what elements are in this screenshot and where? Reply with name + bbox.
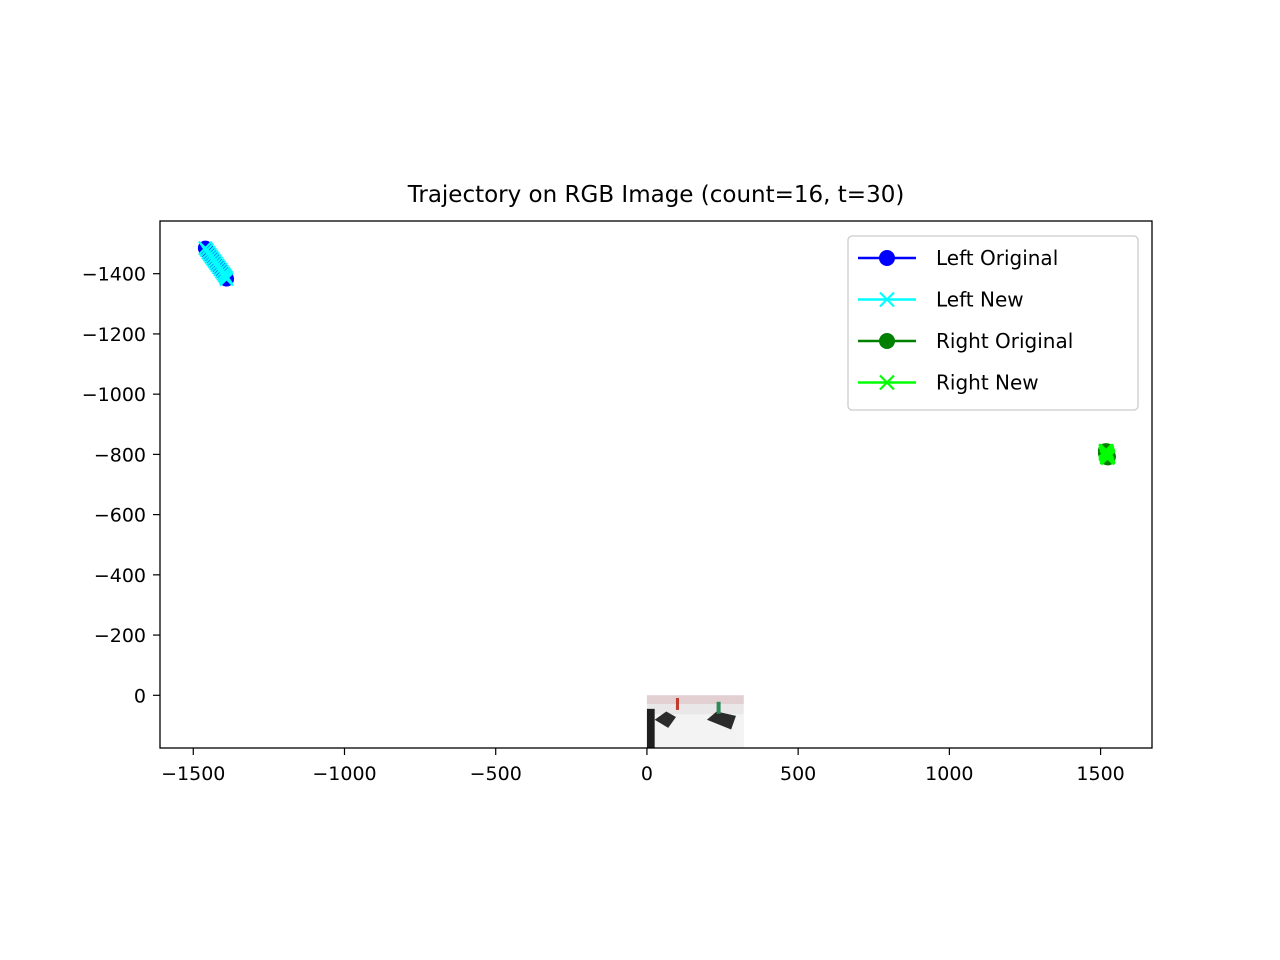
series-right-new <box>1098 443 1116 466</box>
legend-entry: Right Original <box>858 329 1073 353</box>
y-tick-label: −800 <box>94 444 146 466</box>
data-point <box>1099 450 1114 465</box>
plot-frame <box>159 220 1153 749</box>
x-tick-label: −1000 <box>312 763 376 785</box>
legend-marker <box>879 250 895 266</box>
x-tick-label: 1000 <box>925 763 973 785</box>
legend-box <box>847 235 1139 411</box>
legend-label: Right Original <box>936 329 1073 353</box>
legend-entry: Right New <box>858 371 1039 395</box>
y-tick-label: −400 <box>94 565 146 587</box>
data-point <box>1099 445 1115 460</box>
image-left-post <box>646 708 655 748</box>
y-tick-label: −1000 <box>82 384 146 406</box>
x-tick-label: 0 <box>641 763 653 785</box>
data-point <box>219 271 234 287</box>
x-tick-label: 1500 <box>1076 763 1124 785</box>
rgb-image <box>646 695 744 748</box>
y-tick-label: −600 <box>94 505 146 527</box>
chart-title: Trajectory on RGB Image (count=16, t=30) <box>407 182 905 208</box>
x-tick-label: −1500 <box>161 763 225 785</box>
y-tick-label: 0 <box>134 685 146 707</box>
image-red-object <box>675 698 679 710</box>
legend-marker <box>879 291 895 308</box>
image-left-arm <box>654 711 676 728</box>
legend-label: Right New <box>936 371 1039 395</box>
y-tick-label: −1200 <box>82 324 146 346</box>
x-tick-label: −500 <box>470 763 522 785</box>
legend-entry: Left Original <box>858 246 1058 270</box>
image-green-object <box>716 701 721 714</box>
legend-marker <box>879 374 895 391</box>
y-tick-label: −200 <box>94 625 146 647</box>
y-tick-label: −1400 <box>82 264 146 286</box>
x-tick-label: 500 <box>780 763 816 785</box>
image-back-wall <box>646 695 744 704</box>
x-axis: −1500 −1000 −500 0 500 1000 1500 <box>161 748 1125 785</box>
legend-label: Left New <box>936 288 1024 312</box>
y-axis: −1400 −1200 −1000 −800 −600 −400 −200 0 <box>82 264 160 707</box>
legend-label: Left Original <box>936 246 1058 270</box>
image-right-arm <box>706 711 736 730</box>
series-left-new <box>198 240 234 287</box>
legend-entry: Left New <box>858 288 1024 312</box>
series-layer <box>197 240 1116 466</box>
legend: Left Original Left New Right Original Right… <box>847 235 1139 411</box>
legend-marker <box>879 333 895 349</box>
